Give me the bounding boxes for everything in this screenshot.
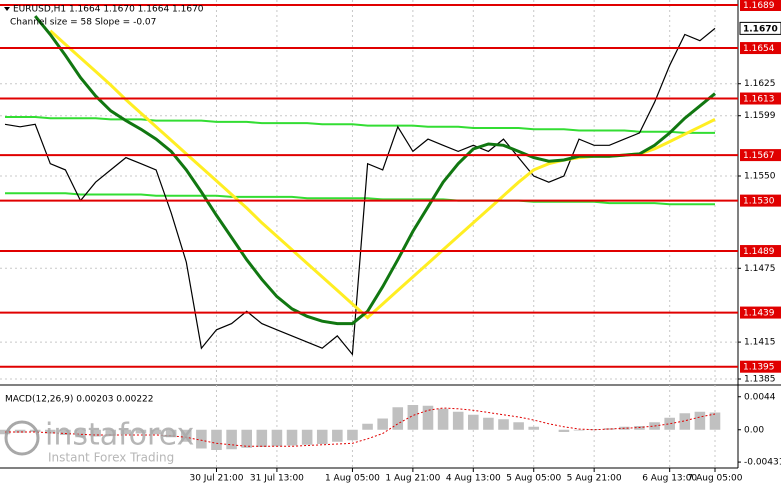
macd-bar xyxy=(694,411,706,430)
y-tick-label: 1.1625 xyxy=(744,79,776,89)
macd-bar xyxy=(588,429,600,430)
series-line xyxy=(34,15,716,326)
series-line xyxy=(5,407,716,447)
x-tick-label: 31 Jul 13:00 xyxy=(250,474,304,484)
collapse-icon xyxy=(4,7,10,11)
macd-bar xyxy=(528,426,540,430)
level-label: 1.1489 xyxy=(743,247,775,257)
macd-bar xyxy=(45,429,56,434)
macd-bar xyxy=(180,429,192,442)
macd-bar xyxy=(60,429,71,435)
macd-bar xyxy=(603,428,615,430)
level-label-box xyxy=(740,306,781,319)
x-tick-label: 6 Aug 13:00 xyxy=(642,474,697,484)
macd-bar xyxy=(14,429,26,433)
macd-bar xyxy=(679,413,691,430)
level-label: 1.1567 xyxy=(743,151,775,161)
macd-bar xyxy=(241,429,252,448)
y-tick-label: 0.00 xyxy=(744,425,764,435)
macd-bar xyxy=(513,422,524,430)
level-label-box xyxy=(740,42,781,55)
level-label-box xyxy=(740,0,781,11)
macd-bar xyxy=(437,408,449,430)
y-tick-label: 1.1550 xyxy=(744,172,776,182)
macd-bar xyxy=(347,429,358,441)
macd-bar xyxy=(709,412,721,430)
macd-bar xyxy=(407,405,419,430)
macd-bar xyxy=(498,419,509,430)
macd-bar xyxy=(558,429,570,432)
x-tick-label: 5 Aug 05:00 xyxy=(506,474,561,484)
y-tick-label: 1.1475 xyxy=(744,264,776,274)
channel-info: Channel size = 58 Slope = -0.07 xyxy=(10,18,156,28)
macd-bar xyxy=(483,417,494,430)
watermark: instaforex Instant Forex Trading xyxy=(4,418,194,465)
y-tick-label: -0.00431 xyxy=(744,458,781,468)
y-tick-label: 1.1599 xyxy=(744,111,776,121)
macd-bar xyxy=(332,429,343,442)
macd-bar xyxy=(392,407,404,430)
last-price-label: 1.1670 xyxy=(743,24,778,34)
macd-title: MACD(12,26,9) 0.00203 0.00222 xyxy=(5,395,154,405)
macd-bar xyxy=(316,429,328,444)
macd-bar xyxy=(452,411,464,430)
macd-bar xyxy=(664,417,675,430)
level-label-box xyxy=(740,194,781,207)
level-label: 1.1439 xyxy=(743,309,775,319)
x-tick-label: 30 Jul 21:00 xyxy=(189,474,243,484)
y-tick-label: 1.1385 xyxy=(744,375,776,385)
macd-bar xyxy=(301,429,313,445)
macd-bar xyxy=(90,429,101,437)
macd-bar xyxy=(256,429,268,447)
macd-bar xyxy=(120,429,132,435)
logo-icon xyxy=(4,420,40,456)
macd-bar xyxy=(211,429,222,450)
level-label: 1.1395 xyxy=(743,363,775,373)
level-label: 1.1613 xyxy=(743,95,775,105)
y-tick-label: 1.1415 xyxy=(744,338,776,348)
level-label-box xyxy=(740,245,781,258)
x-tick-label: 5 Aug 21:00 xyxy=(567,474,622,484)
macd-bar xyxy=(135,429,147,434)
macd-bar xyxy=(573,429,585,431)
series-line xyxy=(5,192,715,206)
macd-bar xyxy=(165,429,177,438)
tagline: Instant Forex Trading xyxy=(48,451,174,465)
level-label: 1.1689 xyxy=(743,1,775,11)
macd-bar xyxy=(196,429,207,449)
x-tick-label: 7 Aug 05:00 xyxy=(688,474,743,484)
macd-bar xyxy=(362,423,373,430)
x-tick-label: 1 Aug 05:00 xyxy=(325,474,380,484)
x-tick-label: 1 Aug 21:00 xyxy=(385,474,440,484)
macd-bar xyxy=(286,429,298,446)
series-line xyxy=(4,27,716,356)
level-label-box xyxy=(740,360,781,373)
brand: instaforex xyxy=(45,418,194,453)
macd-bar xyxy=(226,429,237,450)
symbol-info: EURUSD,H1 1.1664 1.1670 1.1664 1.1670 xyxy=(13,5,204,15)
macd-bar xyxy=(377,418,388,430)
macd-bar xyxy=(468,414,479,430)
level-label-box xyxy=(740,92,781,105)
macd-bar xyxy=(150,429,162,435)
macd-bar xyxy=(75,429,86,438)
x-tick-label: 4 Aug 13:00 xyxy=(446,474,501,484)
macd-bar xyxy=(422,405,434,430)
macd-bar xyxy=(271,429,283,447)
macd-bar xyxy=(105,429,117,436)
last-price-box xyxy=(739,21,781,35)
level-label: 1.1530 xyxy=(743,197,775,207)
y-tick-label: 0.0044 xyxy=(744,392,776,402)
level-label-box xyxy=(740,149,781,162)
level-label: 1.1654 xyxy=(743,44,775,54)
